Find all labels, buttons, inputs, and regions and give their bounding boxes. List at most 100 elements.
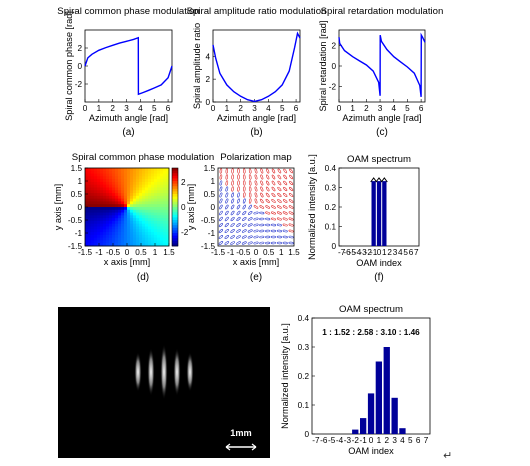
heatmap-cell — [103, 209, 107, 213]
heatmap-cell — [160, 229, 164, 233]
heatmap-cell — [91, 215, 95, 219]
polarization-ellipse — [271, 186, 276, 192]
heatmap-cell — [103, 207, 107, 211]
polarization-ellipse — [241, 229, 247, 233]
heatmap-cell — [85, 220, 89, 225]
y-tick-label-3-2: -0.5 — [68, 216, 83, 225]
polarization-ellipse — [248, 186, 252, 192]
polarization-ellipse — [288, 193, 294, 197]
x-tick-label-5-9: 2 — [387, 248, 392, 257]
heatmap-cell — [157, 237, 161, 241]
polarization-ellipse — [230, 216, 235, 222]
heatmap-cell — [139, 215, 143, 219]
heatmap-cell — [106, 218, 110, 222]
polarization-ellipse — [288, 211, 294, 215]
polarization-ellipse — [270, 229, 277, 233]
heatmap-cell — [115, 184, 119, 188]
polarization-ellipse — [230, 241, 235, 245]
heatmap-cell — [118, 201, 122, 205]
heatmap-cell — [157, 215, 161, 219]
heatmap-cell — [151, 232, 155, 236]
heatmap-cell — [166, 193, 170, 197]
heatmap-cell — [160, 193, 164, 197]
polarization-ellipse — [282, 229, 288, 233]
heatmap-cell — [148, 204, 152, 208]
heatmap-cell — [130, 168, 134, 172]
heatmap-cell — [112, 195, 116, 200]
colorbar-cell — [172, 233, 178, 236]
polarization-ellipse — [266, 168, 270, 174]
bar-5--1 — [371, 181, 376, 246]
polarization-ellipse — [276, 229, 282, 233]
y-tick-label-2-1: 0 — [331, 62, 336, 71]
heatmap-cell — [157, 212, 161, 216]
heatmap-cell — [166, 173, 170, 177]
heatmap-cell — [94, 176, 98, 180]
heatmap-cell — [148, 240, 152, 244]
heatmap-cell — [106, 181, 110, 186]
heatmap-cell — [166, 204, 170, 208]
heatmap-cell — [100, 234, 104, 239]
y-tick-label-7-4: 0.4 — [298, 314, 310, 323]
polarization-ellipse — [242, 217, 247, 221]
heatmap-cell — [139, 207, 143, 211]
heatmap-cell — [106, 232, 110, 236]
heatmap-cell — [142, 193, 146, 197]
heatmap-cell — [118, 218, 122, 222]
heatmap-cell — [136, 207, 140, 211]
polarization-ellipse — [254, 174, 258, 180]
heatmap-cell — [91, 240, 95, 244]
heatmap-cell — [163, 215, 167, 219]
polarization-ellipse — [259, 223, 265, 227]
heatmap-cell — [130, 195, 134, 200]
heatmap-cell — [109, 215, 113, 219]
polarization-ellipse — [271, 205, 276, 209]
heatmap-cell — [157, 240, 161, 244]
colorbar-cell — [172, 183, 178, 187]
heatmap-cell — [166, 218, 170, 222]
heatmap-cell — [136, 204, 140, 208]
polarization-ellipse — [230, 235, 235, 239]
heatmap-cell — [100, 218, 104, 222]
heatmap-cell — [109, 209, 113, 213]
heatmap-cell — [154, 198, 158, 202]
x-axis-label-7: OAM index — [348, 446, 394, 456]
polarization-ellipse — [236, 216, 241, 222]
polarization-ellipse — [219, 186, 223, 192]
heatmap-cell — [85, 207, 89, 211]
heatmap-cell — [124, 229, 128, 233]
heatmap-cell — [166, 229, 170, 233]
colorbar-frame — [171, 167, 179, 247]
heatmap-cell — [97, 184, 101, 188]
heatmap-cell — [136, 187, 140, 191]
polarization-ellipse — [283, 180, 288, 186]
panel-title-0: Spiral common phase modulation — [57, 6, 199, 17]
polarization-ellipse — [241, 223, 247, 227]
x-tick-label-2-0: 0 — [337, 104, 342, 113]
panel-caption-2: (c) — [376, 127, 388, 138]
polarization-ellipse — [271, 192, 276, 198]
polarization-ellipse — [288, 229, 294, 233]
heatmap-cell — [124, 179, 128, 183]
polarization-ellipse — [277, 168, 282, 174]
heatmap-cell — [91, 218, 95, 222]
heatmap-cell — [85, 229, 89, 233]
x-tick-label-5-8: 1 — [382, 248, 387, 257]
heatmap-cell — [133, 232, 137, 236]
heatmap-cell — [145, 218, 149, 222]
heatmap-cell — [142, 179, 146, 183]
heatmap-cell — [151, 173, 155, 177]
heatmap-cell — [124, 198, 128, 202]
polarization-ellipse — [253, 223, 259, 227]
heatmap-cell — [139, 201, 143, 205]
heatmap-cell — [118, 223, 122, 227]
heatmap-cell — [118, 209, 122, 213]
polarization-ellipse — [283, 186, 288, 192]
polarization-ellipse — [270, 217, 277, 221]
heatmap-cell — [94, 218, 98, 222]
heatmap-cell — [91, 204, 95, 208]
heatmap-cell — [91, 226, 95, 230]
polarization-ellipse — [288, 217, 294, 221]
heatmap-cell — [121, 226, 125, 230]
